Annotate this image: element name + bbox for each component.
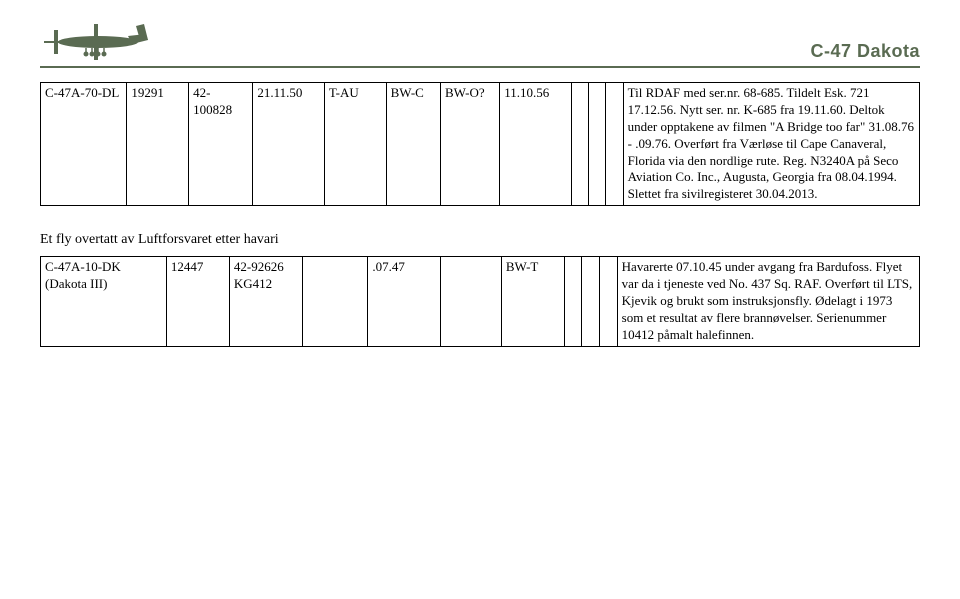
table-cell: 11.10.56 bbox=[500, 83, 572, 206]
table-cell: 19291 bbox=[127, 83, 189, 206]
header-rule bbox=[40, 66, 920, 68]
table-cell: 42-92626 KG412 bbox=[229, 257, 302, 346]
data-table-2: C-47A-10-DK (Dakota III)1244742-92626 KG… bbox=[40, 256, 920, 346]
table-cell bbox=[589, 83, 606, 206]
table-cell: C-47A-70-DL bbox=[41, 83, 127, 206]
table-cell: BW-O? bbox=[440, 83, 499, 206]
table-cell: 42-100828 bbox=[189, 83, 253, 206]
table-cell bbox=[600, 257, 618, 346]
table-cell bbox=[571, 83, 588, 206]
table-cell bbox=[564, 257, 582, 346]
table-cell: 21.11.50 bbox=[253, 83, 325, 206]
table-cell bbox=[441, 257, 501, 346]
table-cell: Til RDAF med ser.nr. 68-685. Tildelt Esk… bbox=[623, 83, 919, 206]
table-cell bbox=[302, 257, 367, 346]
table-cell: BW-C bbox=[386, 83, 440, 206]
table-cell bbox=[582, 257, 600, 346]
table-cell: Havarerte 07.10.45 under avgang fra Bard… bbox=[617, 257, 919, 346]
table-row: C-47A-10-DK (Dakota III)1244742-92626 KG… bbox=[41, 257, 920, 346]
table-cell: BW-T bbox=[501, 257, 564, 346]
table-cell: .07.47 bbox=[368, 257, 441, 346]
table-cell: 12447 bbox=[166, 257, 229, 346]
table-cell: T-AU bbox=[324, 83, 386, 206]
section-intro: Et fly overtatt av Luftforsvaret etter h… bbox=[40, 232, 920, 248]
page-title: C-47 Dakota bbox=[810, 41, 920, 62]
table-row: C-47A-70-DL1929142-10082821.11.50T-AUBW-… bbox=[41, 83, 920, 206]
table-cell bbox=[606, 83, 623, 206]
table-cell: C-47A-10-DK (Dakota III) bbox=[41, 257, 167, 346]
page-header: C-47 Dakota bbox=[40, 20, 920, 62]
data-table-1: C-47A-70-DL1929142-10082821.11.50T-AUBW-… bbox=[40, 82, 920, 206]
aircraft-icon bbox=[40, 20, 160, 62]
